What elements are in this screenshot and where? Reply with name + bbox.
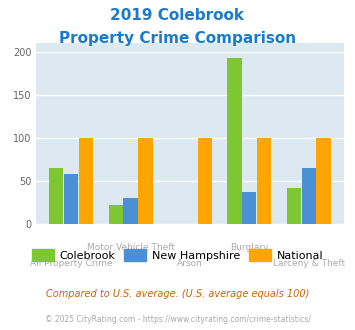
- Text: © 2025 CityRating.com - https://www.cityrating.com/crime-statistics/: © 2025 CityRating.com - https://www.city…: [45, 315, 310, 324]
- Bar: [257, 138, 271, 224]
- Bar: [64, 174, 78, 224]
- Bar: [242, 191, 256, 224]
- Bar: [287, 188, 301, 224]
- Bar: [227, 58, 242, 224]
- Legend: Colebrook, New Hampshire, National: Colebrook, New Hampshire, National: [27, 245, 328, 265]
- Text: 2019 Colebrook: 2019 Colebrook: [110, 8, 245, 23]
- Bar: [138, 138, 153, 224]
- Bar: [79, 138, 93, 224]
- Text: Motor Vehicle Theft: Motor Vehicle Theft: [87, 243, 175, 251]
- Text: Compared to U.S. average. (U.S. average equals 100): Compared to U.S. average. (U.S. average …: [46, 289, 309, 299]
- Text: Arson: Arson: [177, 259, 203, 268]
- Text: Property Crime Comparison: Property Crime Comparison: [59, 31, 296, 46]
- Text: All Property Crime: All Property Crime: [30, 259, 113, 268]
- Text: Burglary: Burglary: [230, 243, 269, 251]
- Bar: [316, 138, 331, 224]
- Bar: [124, 198, 138, 224]
- Text: Larceny & Theft: Larceny & Theft: [273, 259, 345, 268]
- Bar: [49, 168, 64, 224]
- Bar: [109, 205, 123, 224]
- Bar: [198, 138, 212, 224]
- Bar: [302, 168, 316, 224]
